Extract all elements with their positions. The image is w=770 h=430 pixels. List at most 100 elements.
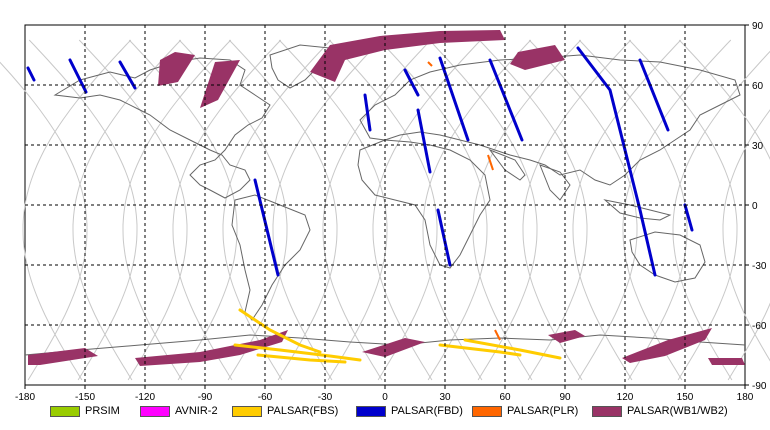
- lon-tick-label: 90: [559, 392, 571, 403]
- lat-tick-label: -60: [752, 321, 767, 332]
- orbit-track-b-12: [622, 39, 732, 381]
- lon-tick-label: -60: [258, 392, 273, 403]
- orbit-track-b-4: [222, 39, 332, 381]
- coast-greenland: [269, 44, 331, 89]
- lat-tick-label: 90: [752, 21, 764, 32]
- legend-swatch: [50, 405, 80, 417]
- coast-north-america: [53, 57, 271, 199]
- orbit-track-13: [628, 39, 738, 381]
- orbit-track-7: [328, 39, 438, 381]
- legend-item: AVNIR-2: [140, 404, 218, 418]
- swath-fbd-13: [416, 108, 432, 174]
- swath-wb-ant3: [362, 338, 425, 357]
- orbit-track-10: [478, 39, 588, 381]
- orbit-track-b-2: [122, 39, 232, 381]
- orbit-track-b-3: [172, 39, 282, 381]
- swath-fbs-1: [238, 308, 322, 354]
- swath-fbd-9: [638, 58, 670, 132]
- orbit-track-b-6: [322, 39, 432, 381]
- swath-fbs-3: [256, 353, 347, 364]
- legend-item: PALSAR(WB1/WB2): [592, 404, 728, 418]
- legend-label: PRSIM: [85, 405, 120, 417]
- map-grid: [25, 25, 745, 385]
- legend-item: PALSAR(FBD): [356, 404, 463, 418]
- lon-tick-label: -30: [318, 392, 333, 403]
- legend-label: PALSAR(FBS): [267, 405, 339, 417]
- orbit-track-b-7: [372, 39, 482, 381]
- swath-fbd-8: [576, 46, 657, 277]
- orbit-track-b-8: [422, 39, 532, 381]
- swath-wb-ant4: [548, 330, 585, 343]
- legend-label: PALSAR(WB1/WB2): [627, 405, 728, 417]
- swath-plr-2: [494, 329, 501, 341]
- orbit-track-b-0: [22, 39, 132, 381]
- legend-swatch: [140, 405, 170, 417]
- swath-fbd-12: [363, 93, 372, 132]
- lon-tick-label: -120: [135, 392, 155, 403]
- swath-fbd-2: [68, 58, 88, 94]
- orbit-track-b-1: [72, 39, 182, 381]
- orbit-track-b-14: [722, 109, 770, 362]
- swath-fbs-4: [463, 338, 562, 360]
- swath-fbs-2: [233, 343, 362, 362]
- swath-fbd-1: [26, 66, 36, 82]
- orbit-track-b-5: [272, 39, 382, 381]
- orbit-track-0: [0, 61, 88, 381]
- swath-wb-canada: [200, 60, 240, 108]
- orbit-track-5: [228, 39, 338, 381]
- coast-australia: [629, 231, 706, 283]
- coast-india: [488, 148, 571, 201]
- swath-wb-ant5: [622, 328, 712, 363]
- orbit-track-b-10: [522, 39, 632, 381]
- swaths-fbd: [26, 46, 694, 277]
- orbit-track-b-9: [472, 39, 582, 381]
- swath-fbs-5: [438, 343, 522, 357]
- coast-indonesia: [603, 199, 672, 221]
- swath-wb-ant2: [135, 330, 288, 366]
- orbit-track-b-11: [572, 39, 682, 381]
- legend: PRSIM AVNIR-2 PALSAR(FBS) PALSAR(FBD) PALSAR…: [0, 400, 770, 422]
- swath-wb-ant6: [708, 358, 745, 365]
- swath-wb-siberia: [510, 45, 565, 70]
- legend-item: PRSIM: [50, 404, 120, 418]
- swath-fbd-4: [253, 178, 280, 277]
- swath-fbd-11: [683, 203, 694, 232]
- coast-eurasia: [359, 54, 741, 186]
- lon-tick-label: 150: [677, 392, 694, 403]
- swath-wb-arctic: [310, 30, 505, 82]
- legend-swatch: [472, 405, 502, 417]
- legend-item: PALSAR(FBS): [232, 404, 338, 418]
- orbit-track-8: [378, 39, 488, 381]
- legend-label: AVNIR-2: [175, 405, 218, 417]
- lat-tick-label: 0: [752, 201, 758, 212]
- lat-tick-label: 30: [752, 141, 764, 152]
- lon-tick-label: -150: [75, 392, 95, 403]
- lat-tick-label: -30: [752, 261, 767, 272]
- lat-tick-label: -90: [752, 381, 767, 392]
- swath-wb-alaska: [158, 52, 195, 86]
- map-axes: -180 -150 -120 -90 -60 -30 0 30 60 90 120 150 180 90 6…: [15, 21, 767, 403]
- lon-tick-label: 120: [617, 392, 634, 403]
- swaths-plr: [427, 61, 501, 341]
- lon-tick-label: -180: [15, 392, 35, 403]
- lat-tick-label: 60: [752, 81, 764, 92]
- lon-tick-label: 30: [439, 392, 451, 403]
- swaths-wb: [28, 30, 745, 366]
- lon-tick-label: -90: [198, 392, 213, 403]
- orbit-track-9: [428, 39, 538, 381]
- swath-fbd-6: [438, 56, 470, 142]
- legend-item: PALSAR(PLR): [472, 404, 578, 418]
- lon-tick-label: 180: [737, 392, 754, 403]
- orbit-track-3: [128, 39, 238, 381]
- lon-tick-label: 60: [499, 392, 511, 403]
- swath-fbd-3: [118, 60, 137, 90]
- lon-tick-label: 0: [382, 392, 388, 403]
- orbit-track-b-13: [672, 50, 770, 381]
- orbit-track-1: [28, 39, 138, 381]
- swath-plr-3: [427, 61, 433, 67]
- swath-plr-1: [487, 154, 494, 171]
- legend-swatch: [592, 405, 622, 417]
- swaths-fbs: [233, 308, 562, 364]
- swath-fbd-7: [488, 58, 524, 142]
